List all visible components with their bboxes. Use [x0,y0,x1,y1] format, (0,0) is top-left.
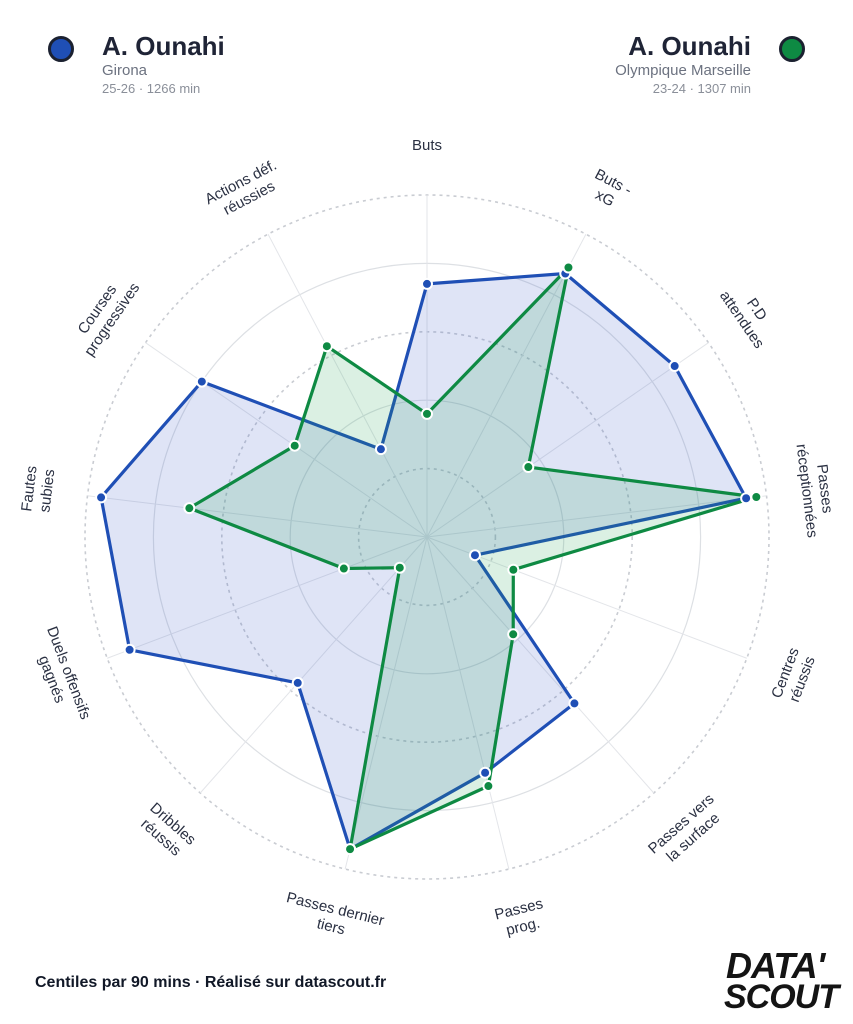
grid-spoke [426,536,655,794]
series-2-point [522,461,535,474]
grid-spoke [426,342,709,538]
series-1-point [468,549,481,562]
axis-label: Actions déf.réussies [202,157,288,224]
player-right-color-dot [779,36,805,62]
series-2-point [750,491,763,504]
series-2-point [482,780,495,793]
player-left-meta: 25-26 · 1266 min [102,81,201,96]
player-right-name: A. Ounahi [628,31,751,61]
player-left-name: A. Ounahi [102,31,225,61]
grid-spoke [87,495,428,538]
axis-label: P.Dattendues [716,278,782,352]
logo-line-1: DATA' [726,945,825,986]
player-right-meta: 23-24 · 1307 min [652,81,751,96]
series-2-point [393,561,406,574]
grid-ring [357,467,497,607]
player-left: A. Ounahi Girona 25-26 · 1266 min [48,30,225,98]
axis-label-line: Buts [412,137,442,154]
series-2-point [337,562,350,575]
player-left-club: Girona [102,62,148,79]
grid-spoke [107,536,428,659]
grid-spoke [426,536,510,870]
axis-label: Dribblesréussis [135,799,199,862]
axis-label: Passesprog. [493,895,549,941]
series-area-1 [99,271,748,851]
axis-label-line: tiers [315,915,347,938]
footer-note: Centiles par 90 mins · Réalisé sur datas… [35,974,387,991]
series-2-point [507,628,520,641]
series-1-point [668,360,681,373]
grid-spoke [426,495,767,538]
series-1-point [740,492,753,505]
axis-label-line: Fautes [18,465,40,513]
grid-spoke [145,342,428,538]
series-2-point [320,340,333,353]
axis-label-line: Passes [813,463,836,514]
player-left-color-dot [48,36,74,62]
series-1-point [195,375,208,388]
series-1-point [123,643,136,656]
axis-label: Buts [412,137,442,154]
axis-label-line: subies [36,468,58,513]
series-2-point [183,502,196,515]
series-2-point [421,407,433,420]
grid-spoke [199,536,428,794]
axis-label: Buts -xG [583,166,634,215]
grid-spoke [426,233,587,538]
series-1-point [291,676,304,689]
series-1-point [374,443,387,456]
grid-spoke [267,233,428,538]
logo-line-2: SCOUT [724,978,839,1016]
series-2-point [344,843,357,856]
series-2-point [562,261,575,274]
axis-label: Passes versla surface [645,791,729,871]
axis-label: Centresréussis [768,645,819,707]
series-1-point [568,697,581,710]
axis-label: Passes derniertiers [280,889,386,947]
grid-spoke [344,536,428,870]
player-right-club: Olympique Marseille [615,62,751,79]
series-1-point [421,277,433,290]
series-2-point [288,439,301,452]
series-1-point [95,491,108,504]
player-right: A. Ounahi Olympique Marseille 23-24 · 13… [615,30,805,98]
axis-label: Duels offensifsgagnés [26,624,94,728]
axis-label-line: xG [592,186,617,210]
axis-label: Coursesprogressives [66,270,143,360]
axis-label: Fautessubies [18,465,58,515]
axis-label: Passesréceptionnées [793,441,839,539]
datascout-logo: DATA' SCOUT [722,945,839,1016]
series-2-point [507,563,520,576]
series-1-point [479,766,492,779]
